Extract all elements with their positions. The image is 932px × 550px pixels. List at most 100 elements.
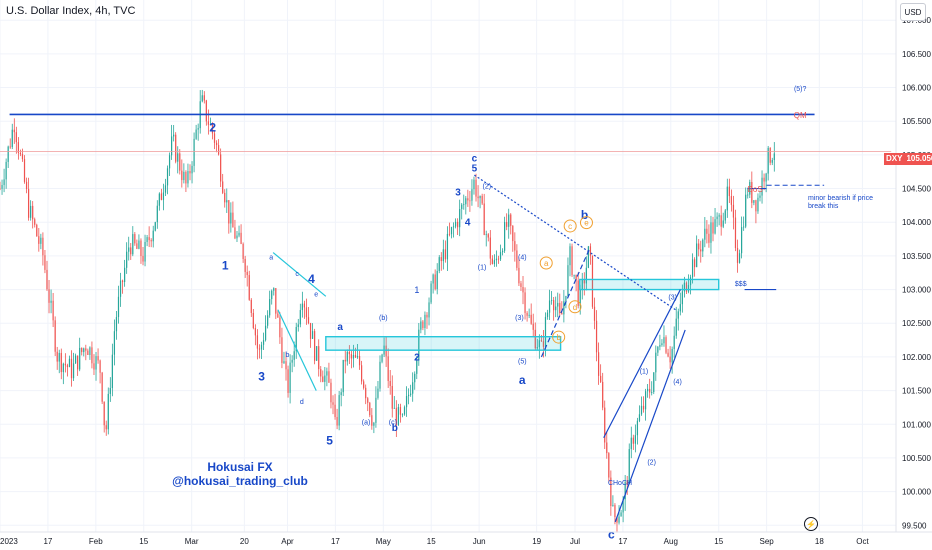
candle-body — [209, 124, 212, 125]
channel-lower-line — [614, 329, 686, 523]
candle-body — [291, 359, 293, 363]
candle-body — [277, 313, 279, 318]
candle-body — [763, 177, 765, 182]
candle-body — [95, 356, 97, 370]
candle-body — [7, 146, 9, 162]
x-tick-label: Mar — [185, 537, 199, 546]
candle-body — [338, 395, 340, 426]
candle-body — [97, 356, 99, 361]
candle-body — [636, 420, 639, 436]
wave-label: b — [286, 352, 290, 359]
candle-body — [105, 425, 107, 430]
candle-body — [34, 219, 36, 225]
candle-body — [68, 358, 71, 367]
currency-button[interactable]: USD — [900, 3, 926, 21]
candle-body — [54, 320, 56, 352]
candle-body — [622, 499, 624, 513]
candle-body — [342, 359, 344, 393]
candle-body — [138, 240, 140, 249]
candle-body — [191, 165, 193, 174]
candle-body — [483, 203, 485, 235]
candle-body — [15, 132, 17, 143]
candle-body — [222, 181, 224, 193]
candle-body — [387, 356, 389, 381]
candle-body — [487, 234, 489, 238]
candle-body — [230, 212, 232, 224]
lightning-icon[interactable]: ⚡ — [804, 517, 818, 531]
candle-body — [201, 95, 203, 102]
candle-body — [17, 142, 19, 153]
candle-body — [189, 171, 191, 174]
candle-body — [667, 352, 669, 357]
candle-body — [606, 442, 608, 454]
candle-body — [649, 388, 651, 393]
candle-body — [407, 394, 410, 397]
candle-body — [679, 304, 681, 312]
candle-body — [252, 312, 254, 329]
candle-body — [48, 289, 50, 303]
candle-body — [743, 226, 745, 228]
candle-body — [481, 195, 483, 204]
candle-body — [651, 392, 653, 393]
candle-body — [83, 348, 85, 353]
candle-body — [89, 347, 91, 356]
candle-body — [403, 407, 406, 415]
x-tick-label: Oct — [856, 537, 869, 546]
candle-body — [393, 407, 395, 409]
candle-body — [352, 354, 355, 359]
candle-body — [354, 354, 357, 358]
candle-body — [9, 146, 11, 148]
wave-label: (5)? — [794, 86, 807, 93]
candle-body — [614, 504, 616, 518]
candle-body — [271, 290, 273, 300]
candle-body — [273, 288, 275, 291]
candle-body — [467, 198, 469, 201]
candle-body — [659, 344, 661, 347]
candle-body — [753, 200, 755, 203]
candle-body — [52, 300, 54, 321]
candle-body — [369, 402, 371, 416]
wave-label: (3) — [668, 295, 677, 302]
candle-body — [738, 253, 741, 263]
candle-body — [367, 398, 369, 403]
candle-body — [295, 326, 297, 352]
candle-body — [381, 354, 383, 362]
candle-body — [146, 237, 148, 242]
candle-body — [328, 371, 330, 383]
candle-body — [477, 196, 479, 199]
candle-body — [657, 346, 659, 353]
y-tick-label: 99.500 — [902, 521, 927, 530]
candle-body — [79, 347, 81, 370]
watermark: Hokusai FX @hokusai_trading_club — [150, 460, 330, 488]
candle-body — [702, 239, 704, 252]
candle-body — [379, 361, 381, 389]
wave-label: b — [392, 423, 398, 434]
candle-body — [401, 414, 404, 416]
candle-body — [309, 323, 312, 339]
candle-body — [132, 234, 134, 255]
grid-lines — [0, 0, 896, 532]
wave-label: a — [519, 373, 526, 387]
candle-body — [183, 171, 185, 181]
candle-body — [557, 302, 559, 307]
candle-body — [269, 299, 271, 316]
candle-body — [610, 477, 612, 506]
candle-body — [571, 246, 573, 276]
wave-label: (5) — [518, 359, 527, 366]
wave-label: $$$ — [735, 281, 747, 288]
candle-body — [671, 349, 673, 363]
candle-body — [706, 228, 708, 234]
candle-body — [694, 259, 696, 268]
candle-body — [236, 235, 238, 239]
candle-body — [101, 372, 103, 402]
candle-body — [285, 361, 287, 370]
candle-body — [418, 329, 420, 360]
candle-body — [452, 226, 455, 228]
candle-body — [115, 317, 118, 332]
candle-body — [373, 422, 375, 426]
y-tick-label: 106.000 — [902, 84, 931, 93]
candle-body — [36, 224, 38, 237]
candle-body — [215, 142, 218, 146]
candle-body — [424, 314, 426, 328]
